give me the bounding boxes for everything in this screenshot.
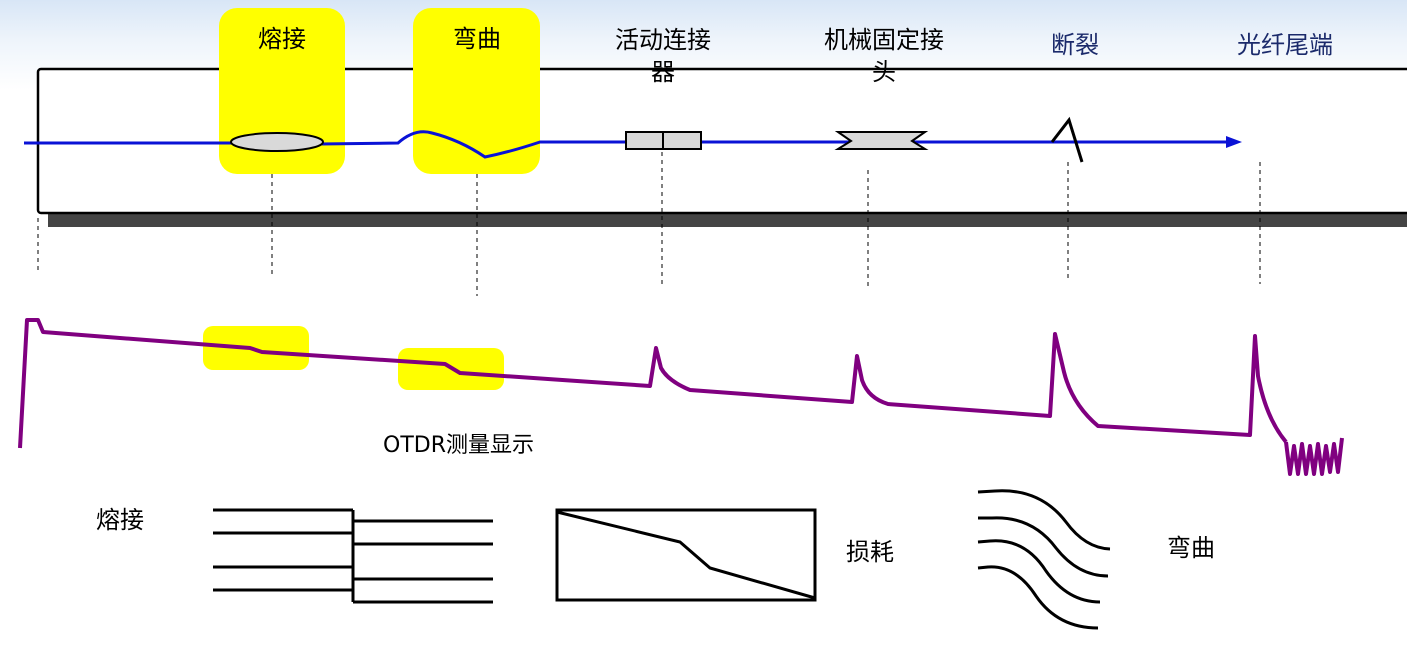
label-fiber-end: 光纤尾端 [1237,31,1333,59]
fusion-schematic [213,508,493,604]
loss-line [556,510,816,600]
label-active-connector: 活动连接器 [615,26,711,86]
bottom-label-loss: 损耗 [846,538,894,566]
otdr-noise [1284,437,1344,476]
label-fusion-splice: 熔接 [258,25,306,53]
bend-curve [977,539,1101,604]
label-break: 断裂 [1051,31,1099,59]
bend-curve [977,565,1099,630]
bottom-label-fusion: 熔接 [96,506,144,534]
bend-curve [978,516,1109,578]
bottom-label-bend: 弯曲 [1167,534,1215,562]
otdr-caption: OTDR测量显示 [383,433,534,458]
bend-highlight [413,8,540,174]
label-bend: 弯曲 [453,25,501,53]
otdr-trace [18,318,1288,449]
fiber-line [24,130,1230,159]
fiber-box-shadow [48,212,1407,227]
mechanical-splice-marker [834,131,929,150]
fusion-highlight [219,8,345,174]
fiber-arrowhead [1226,136,1242,148]
fusion-splice-marker [230,132,324,152]
guide-lines [37,152,1261,296]
label-mechanical-splice: 机械固定接头 [824,26,944,86]
break-marker [1050,116,1084,163]
bend-schematic [977,489,1111,630]
bend-curve [977,489,1111,551]
